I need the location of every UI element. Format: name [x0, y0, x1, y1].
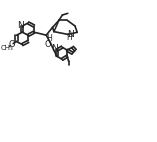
Text: H: H — [66, 33, 72, 42]
Text: N: N — [17, 21, 24, 30]
Text: O: O — [45, 40, 51, 49]
Text: N: N — [51, 44, 58, 53]
Text: 'H: 'H — [45, 34, 53, 43]
Text: N: N — [67, 30, 74, 39]
Text: CH₃: CH₃ — [1, 45, 14, 51]
Text: O: O — [9, 40, 15, 49]
